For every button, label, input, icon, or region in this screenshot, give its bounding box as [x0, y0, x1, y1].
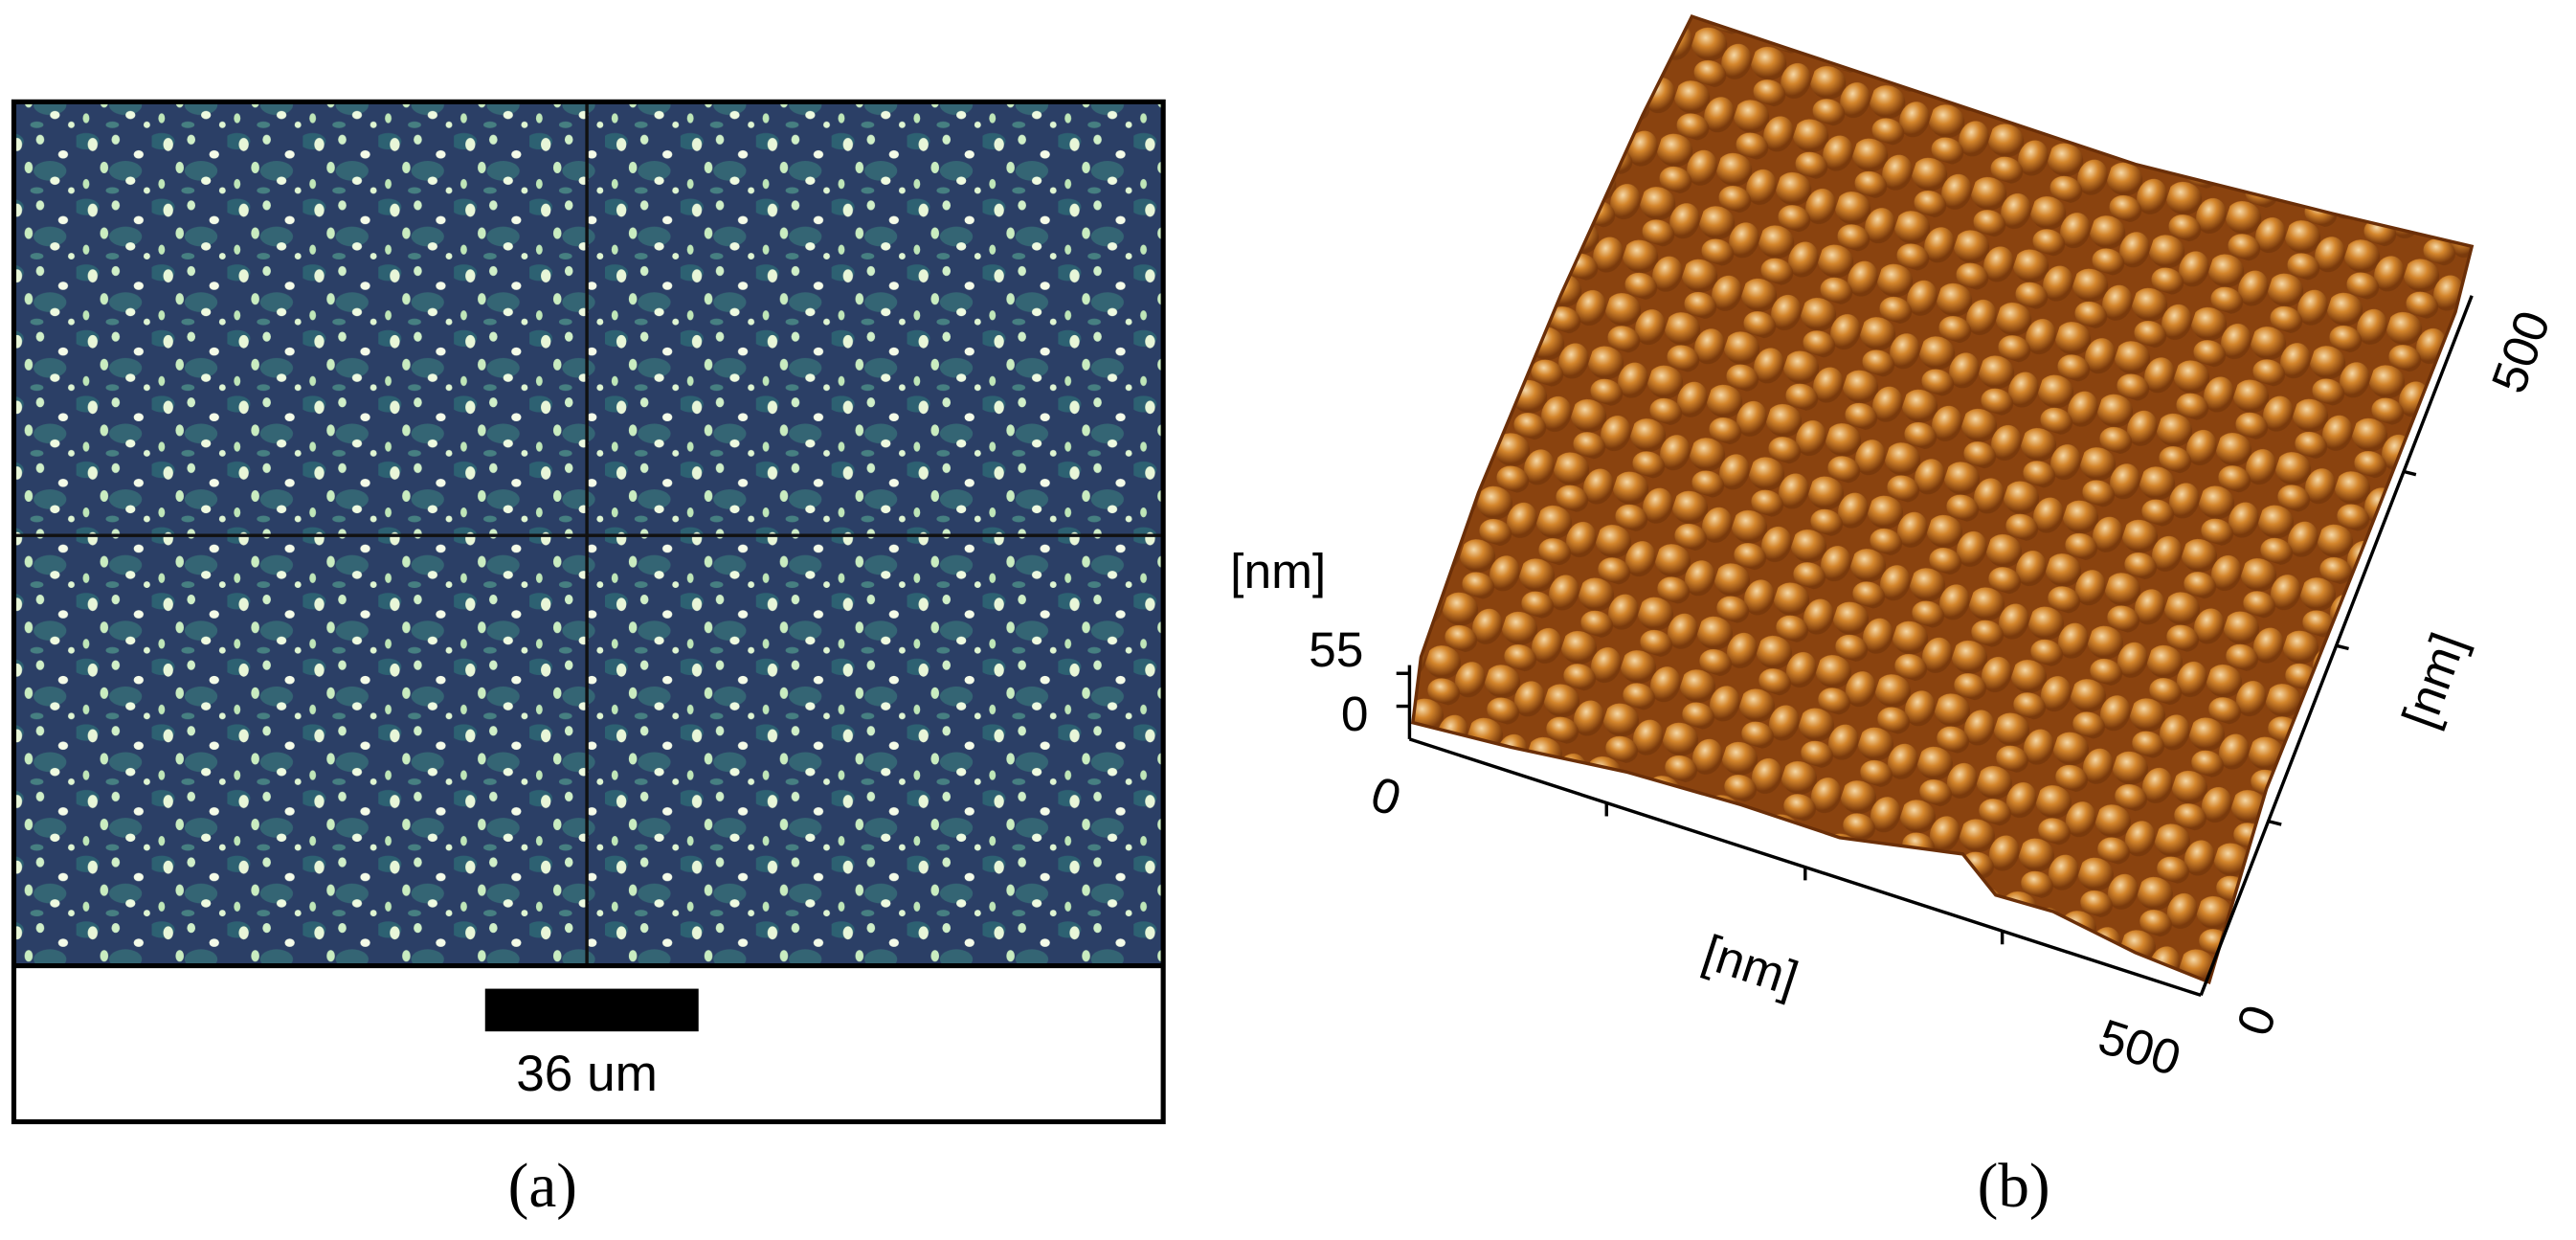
z-axis-label: [nm]: [1230, 543, 1326, 598]
scale-bar-label: 36 um: [516, 1046, 658, 1102]
frame: [11, 99, 1166, 1125]
caption: (a): [508, 1152, 577, 1221]
axis-ticks: [1396, 469, 2417, 945]
scale-bar: [484, 988, 699, 1032]
y-tick-label: 0: [2226, 998, 2287, 1043]
z-tick-label: 0: [1341, 686, 1369, 741]
x-axis-label: [nm]: [1696, 924, 1804, 1006]
y-axis-label: [nm]: [2391, 625, 2476, 734]
caption: (b): [1978, 1152, 2050, 1221]
afm-surface: [1410, 14, 2475, 984]
x-tick-label: 500: [2093, 1008, 2188, 1087]
x-tick-label: 0: [1364, 765, 1407, 826]
y-tick-label: 500: [2480, 304, 2561, 399]
z-tick-label: 55: [1309, 621, 1363, 677]
